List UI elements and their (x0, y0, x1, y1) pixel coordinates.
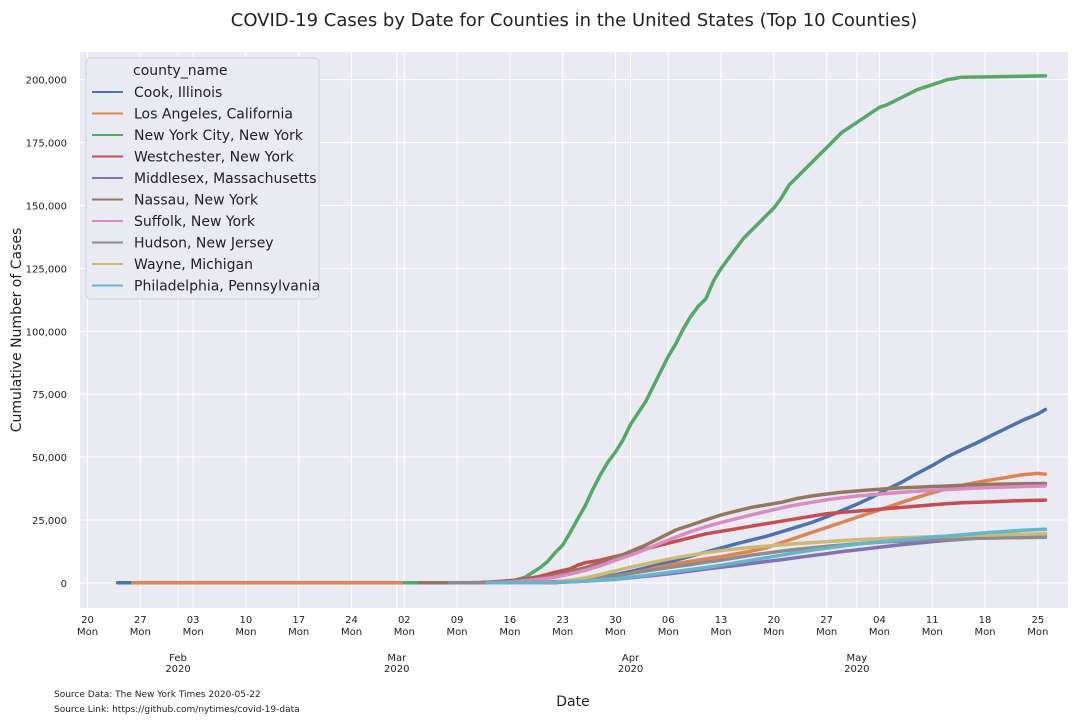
x-tick-label: 13 (715, 615, 728, 626)
month-label: Feb (169, 653, 187, 664)
y-tick-label: 125,000 (26, 264, 67, 275)
x-tick-weekday: Mon (341, 627, 362, 638)
x-tick-label: 20 (767, 615, 780, 626)
year-label: 2020 (165, 664, 190, 675)
x-tick-label: 27 (134, 615, 147, 626)
y-tick-label: 150,000 (26, 201, 67, 212)
x-tick-weekday: Mon (288, 627, 309, 638)
x-tick-weekday: Mon (447, 627, 468, 638)
series-line-philadelphia-pennsylvania (485, 527, 1048, 585)
x-tick-weekday: Mon (77, 627, 98, 638)
x-tick-weekday: Mon (711, 627, 732, 638)
legend-label: Cook, Illinois (134, 85, 222, 101)
x-tick-weekday: Mon (130, 627, 151, 638)
x-tick-label: 24 (345, 615, 358, 626)
x-tick-label: 10 (240, 615, 253, 626)
x-tick-label: 18 (979, 615, 992, 626)
x-tick-label: 02 (398, 615, 411, 626)
series-line-westchester-new-york (417, 498, 1048, 585)
series-line-new-york-city-new-york (402, 74, 1048, 585)
x-tick-weekday: Mon (922, 627, 943, 638)
y-tick-label: 175,000 (26, 139, 67, 150)
year-label: 2020 (384, 664, 409, 675)
x-tick-label: 17 (292, 615, 305, 626)
x-tick-weekday: Mon (394, 627, 415, 638)
x-tick-weekday: Mon (763, 627, 784, 638)
x-tick-weekday: Mon (235, 627, 256, 638)
x-tick-label: 20 (81, 615, 94, 626)
legend-title: county_name (133, 63, 228, 79)
y-tick-label: 0 (61, 579, 67, 590)
x-tick-label: 06 (662, 615, 675, 626)
series-line-suffolk-new-york (462, 484, 1048, 585)
y-axis-ticks: 0 25,000 50,000 75,000 100,000 125,000 150,000… (26, 76, 67, 590)
source-data-footnote: Source Data: The New York Times 2020-05-… (54, 690, 261, 700)
y-tick-label: 100,000 (26, 327, 67, 338)
legend-label: Wayne, Michigan (134, 257, 253, 273)
x-tick-label: 11 (926, 615, 939, 626)
year-label: 2020 (618, 664, 643, 675)
month-label: Mar (387, 653, 407, 664)
chart-title: COVID-19 Cases by Date for Counties in t… (231, 10, 918, 31)
legend-label: Middlesex, Massachusetts (134, 171, 317, 187)
y-tick-label: 50,000 (32, 453, 67, 464)
x-tick-label: 23 (556, 615, 569, 626)
x-tick-label: 16 (504, 615, 517, 626)
month-label: May (846, 653, 867, 664)
x-axis-label: Date (556, 694, 589, 710)
legend-label: Philadelphia, Pennsylvania (134, 279, 320, 295)
x-tick-weekday: Mon (869, 627, 890, 638)
x-tick-weekday: Mon (552, 627, 573, 638)
x-tick-label: 04 (873, 615, 886, 626)
x-tick-weekday: Mon (658, 627, 679, 638)
x-tick-weekday: Mon (605, 627, 626, 638)
x-tick-label: 30 (609, 615, 622, 626)
y-tick-label: 200,000 (26, 76, 67, 87)
legend: county_name Cook, Illinois Los Angeles, C… (85, 57, 320, 300)
x-tick-weekday: Mon (816, 627, 837, 638)
legend-items: Cook, Illinois Los Angeles, California New… (92, 85, 320, 295)
legend-label: New York City, New York (134, 128, 304, 144)
series-lines (115, 74, 1048, 585)
x-tick-weekday: Mon (1027, 627, 1048, 638)
y-tick-label: 75,000 (32, 390, 67, 401)
legend-label: Los Angeles, California (134, 107, 293, 123)
x-tick-label: 25 (1031, 615, 1044, 626)
x-tick-weekday: Mon (974, 627, 995, 638)
x-tick-weekday: Mon (499, 627, 520, 638)
source-link-footnote: Source Link: https://github.com/nytimes/… (54, 705, 300, 715)
year-label: 2020 (844, 664, 869, 675)
y-tick-label: 25,000 (32, 516, 67, 527)
x-axis-ticks: 20Mon27Mon03Mon10Mon17Mon24Mon02Mon09Mon… (77, 615, 1048, 638)
x-tick-weekday: Mon (183, 627, 204, 638)
legend-label: Suffolk, New York (134, 214, 256, 230)
y-axis-label: Cumulative Number of Cases (9, 228, 25, 433)
legend-label: Nassau, New York (134, 193, 259, 209)
legend-label: Hudson, New Jersey (134, 236, 274, 252)
x-tick-label: 09 (451, 615, 464, 626)
legend-label: Westchester, New York (134, 150, 295, 166)
month-label: Apr (622, 653, 640, 664)
x-tick-label: 03 (187, 615, 200, 626)
legend-box (85, 57, 320, 300)
x-tick-label: 27 (820, 615, 833, 626)
